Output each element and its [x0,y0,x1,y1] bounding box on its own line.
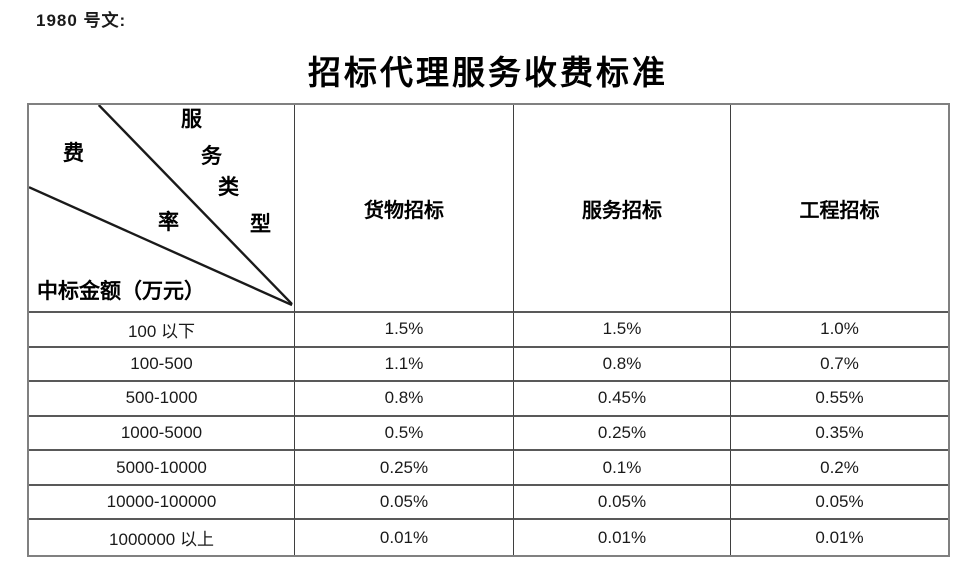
corner-service-char-3: 类 [218,175,239,199]
rate-cell: 1.5% [514,313,731,348]
rate-cell: 0.8% [514,347,731,383]
corner-rate-char: 率 [158,210,179,234]
doc-reference: 1980 号文: [36,11,127,30]
rate-cell: 0.05% [514,485,731,521]
column-header-engineering: 工程招标 [731,105,948,313]
rate-cell: 0.1% [514,451,731,486]
row-label: 1000000 以上 [29,520,295,555]
row-label: 100-500 [29,347,295,383]
corner-service-char-1: 服 [181,107,202,131]
corner-service-char-2: 务 [201,144,222,168]
rate-cell: 1.1% [295,347,514,383]
corner-amount-label: 中标金额（万元） [37,279,205,303]
column-header-goods: 货物招标 [295,105,514,313]
rate-cell: 0.5% [295,416,514,452]
row-label: 5000-10000 [29,451,295,486]
rate-cell: 0.01% [815,527,864,547]
rate-cell: 0.01% [295,520,514,555]
rate-cell: 0.8% [295,382,514,417]
row-label: 100 以下 [29,313,295,348]
fee-table: 费 率 服 务 类 型 中标金额（万元） 货物招标 服务招标 工程招标 100 … [27,103,950,557]
rate-cell: 0.25% [514,416,731,452]
column-header-service: 服务招标 [514,105,731,313]
rate-cell: 0.2% [731,451,948,486]
rate-cell: 0.55% [731,382,948,417]
rate-cell: 1.0% [731,313,948,348]
table-corner-cell: 费 率 服 务 类 型 中标金额（万元） [29,105,295,313]
rate-cell: 0.25% [295,451,514,486]
rate-cell: 0.7% [731,348,948,383]
rate-cell: 0.01% [514,520,731,555]
rate-cell: 1.5% [295,313,514,348]
diagonal-divider-lines [29,105,293,307]
row-label: 10000-100000 [29,485,295,521]
rate-cell: 0.35% [731,417,948,452]
rate-cell: 0.45% [514,382,731,417]
row-label: 500-1000 [29,382,295,417]
row-label: 1000-5000 [29,416,295,452]
corner-fee-char: 费 [63,141,84,165]
corner-service-char-4: 型 [250,212,271,236]
rate-cell: 0.05% [295,485,514,521]
page-title: 招标代理服务收费标准 [308,56,668,92]
rate-cell: 0.05% [731,486,948,521]
